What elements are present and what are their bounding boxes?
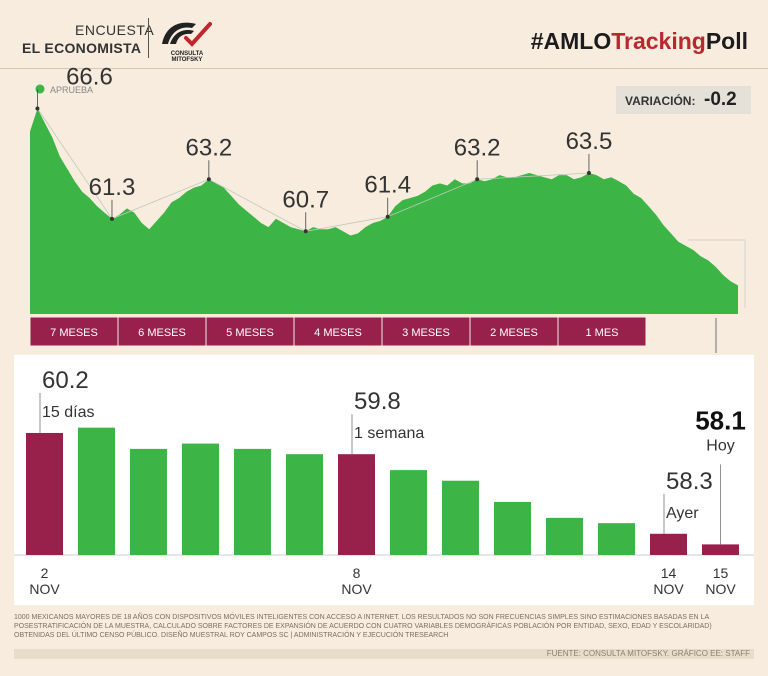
footnote: 1000 MEXICANOS MAYORES DE 18 AÑOS CON DI… (14, 614, 712, 639)
period-label: 7 MESES (50, 327, 98, 339)
period-cell (293, 316, 383, 347)
bar-x-month: NOV (653, 581, 684, 597)
bar-x-month: NOV (705, 581, 736, 597)
bar-annotation-text: Hoy (706, 437, 734, 454)
bar (78, 427, 115, 555)
bar (546, 517, 583, 555)
hashtag-suffix: Poll (705, 28, 748, 54)
period-cell (381, 316, 471, 347)
bar (182, 443, 219, 555)
bar-annotation-value: 58.3 (666, 468, 713, 495)
area-label: 60.7 (282, 186, 329, 213)
zoom-bracket (688, 239, 746, 308)
area-point (475, 177, 480, 182)
legend-label: APRUEBA (50, 85, 93, 95)
bar-annotation-value: 58.1 (695, 405, 746, 435)
area-point (385, 214, 390, 219)
variation-value: -0.2 (704, 89, 737, 110)
variation-label: VARIACIÓN: (625, 94, 696, 108)
bar (234, 448, 271, 555)
bar (598, 523, 635, 555)
bar (702, 544, 739, 555)
bar (130, 448, 167, 555)
area-label: 63.2 (186, 134, 233, 161)
bar (650, 533, 687, 555)
period-cell (205, 316, 295, 347)
bar (390, 470, 427, 555)
logo-text: CONSULTA MITOFSKY (170, 51, 204, 63)
bar (286, 454, 323, 555)
bar-x-day: 8 (353, 565, 361, 581)
bar-x-month: NOV (29, 581, 60, 597)
area-point (586, 171, 591, 176)
bar-x-day: 2 (41, 565, 49, 581)
approval-area (30, 108, 738, 314)
period-label: 6 MESES (138, 327, 186, 339)
period-label: 3 MESES (402, 327, 450, 339)
bar-annotation-value: 59.8 (354, 388, 401, 415)
bar (442, 480, 479, 555)
area-point (109, 216, 114, 221)
area-point (303, 229, 308, 234)
hashtag-prefix: #AMLO (530, 28, 612, 54)
period-label: 2 MESES (490, 327, 538, 339)
source-bar: FUENTE: CONSULTA MITOFSKY. GRÁFICO EE: S… (14, 649, 754, 659)
hashtag-mid: Tracking (611, 28, 706, 54)
brand-line2: EL ECONOMISTA (22, 40, 142, 56)
mitofsky-logo-icon (162, 22, 212, 47)
header-divider (148, 18, 149, 58)
area-label: 66.6 (66, 63, 113, 90)
variation-box: VARIACIÓN: -0.2 (616, 86, 751, 114)
bar-annotation-text: Ayer (666, 505, 699, 522)
area-point (35, 106, 40, 111)
bar-annotation-text: 15 días (42, 404, 94, 421)
bar-x-month: NOV (341, 581, 372, 597)
bar-x-day: 14 (661, 565, 677, 581)
header: ENCUESTA EL ECONOMISTA CONSULTA MITOFSKY… (0, 0, 768, 69)
period-cell (29, 316, 119, 347)
period-cell (557, 316, 647, 347)
area-label: 63.2 (454, 134, 501, 161)
area-label: 63.5 (566, 128, 613, 155)
bar-annotation-text: 1 semana (354, 425, 424, 442)
area-point (206, 177, 211, 182)
brand-line1: ENCUESTA (75, 22, 155, 38)
period-label: 5 MESES (226, 327, 274, 339)
area-label: 61.3 (89, 174, 136, 201)
mitofsky-logo: CONSULTA MITOFSKY (156, 14, 218, 63)
area-label: 61.4 (364, 172, 411, 199)
hashtag-title: #AMLOTrackingPoll (531, 28, 748, 55)
period-label: 4 MESES (314, 327, 362, 339)
bar-x-day: 15 (713, 565, 729, 581)
bar (26, 432, 63, 555)
legend-dot (35, 84, 45, 94)
period-label: 1 MES (585, 327, 618, 339)
bar (338, 454, 375, 555)
bar-annotation-value: 60.2 (42, 367, 89, 394)
period-cell (469, 316, 559, 347)
bar (494, 501, 531, 555)
source-text: FUENTE: CONSULTA MITOFSKY. GRÁFICO EE: S… (546, 649, 750, 658)
